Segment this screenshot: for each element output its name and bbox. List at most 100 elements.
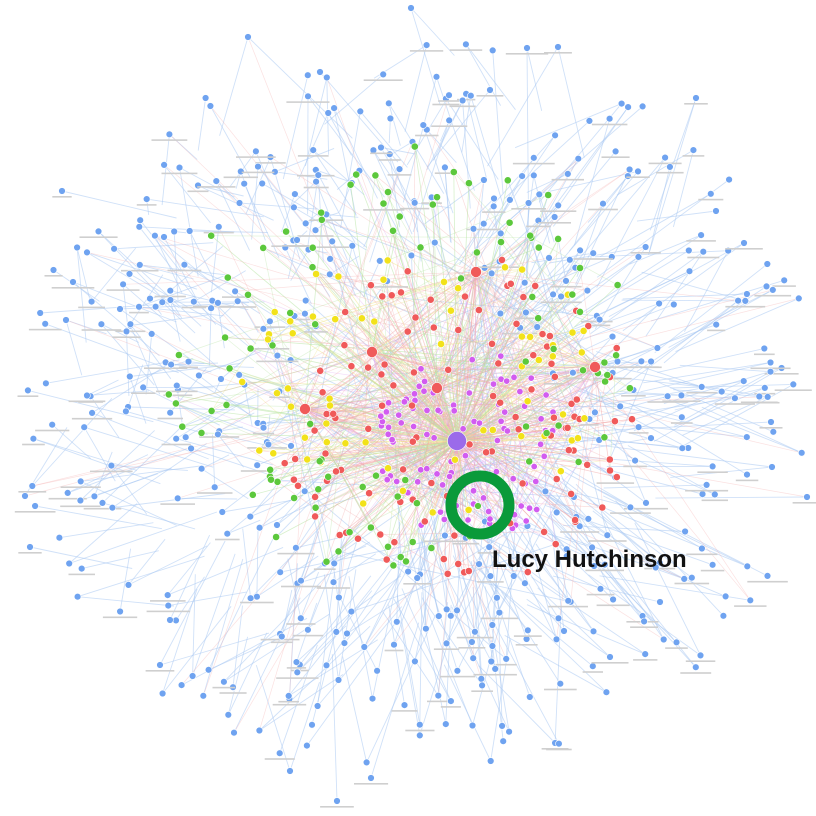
graph-node[interactable] bbox=[385, 423, 393, 431]
graph-node[interactable] bbox=[380, 360, 389, 369]
graph-node[interactable] bbox=[613, 357, 622, 366]
graph-node[interactable] bbox=[441, 531, 449, 540]
graph-node[interactable] bbox=[453, 667, 462, 675]
graph-node[interactable] bbox=[389, 226, 397, 235]
graph-node[interactable] bbox=[214, 299, 222, 307]
graph-node[interactable] bbox=[433, 470, 441, 478]
graph-node[interactable] bbox=[534, 356, 543, 364]
graph-node[interactable] bbox=[397, 288, 405, 297]
graph-node[interactable] bbox=[372, 471, 380, 480]
graph-node[interactable] bbox=[384, 188, 392, 196]
graph-node[interactable] bbox=[489, 392, 497, 400]
graph-node[interactable] bbox=[655, 559, 664, 567]
graph-node[interactable] bbox=[689, 146, 698, 154]
graph-node[interactable] bbox=[326, 401, 334, 410]
graph-node[interactable] bbox=[530, 171, 538, 180]
graph-node[interactable] bbox=[711, 490, 719, 499]
graph-node[interactable] bbox=[285, 692, 293, 700]
graph-node[interactable] bbox=[386, 150, 394, 158]
graph-node[interactable] bbox=[612, 351, 620, 360]
graph-node[interactable] bbox=[527, 385, 536, 394]
graph-node[interactable] bbox=[634, 253, 643, 261]
graph-node[interactable] bbox=[526, 693, 534, 701]
graph-node[interactable] bbox=[766, 368, 775, 376]
graph-node[interactable] bbox=[670, 300, 678, 309]
graph-node[interactable] bbox=[194, 181, 202, 190]
graph-node[interactable] bbox=[740, 239, 748, 247]
graph-node[interactable] bbox=[488, 642, 497, 650]
graph-node[interactable] bbox=[490, 202, 498, 211]
graph-node[interactable] bbox=[266, 465, 275, 474]
graph-node[interactable] bbox=[235, 371, 243, 379]
graph-node[interactable] bbox=[379, 70, 387, 79]
graph-node[interactable] bbox=[574, 457, 583, 466]
graph-node[interactable] bbox=[427, 479, 436, 487]
graph-node[interactable] bbox=[634, 167, 642, 176]
graph-node[interactable] bbox=[631, 456, 639, 465]
graph-node[interactable] bbox=[148, 330, 156, 338]
graph-node[interactable] bbox=[583, 286, 592, 295]
graph-node[interactable] bbox=[88, 409, 96, 417]
graph-node[interactable] bbox=[122, 327, 131, 336]
graph-node[interactable] bbox=[743, 470, 751, 479]
graph-node[interactable] bbox=[521, 579, 529, 587]
graph-node[interactable] bbox=[517, 432, 526, 441]
graph-node[interactable] bbox=[24, 386, 32, 395]
graph-node[interactable] bbox=[386, 114, 395, 123]
graph-node[interactable] bbox=[550, 213, 559, 221]
graph-node[interactable] bbox=[685, 246, 693, 255]
graph-node[interactable] bbox=[626, 384, 634, 393]
graph-node[interactable] bbox=[567, 399, 576, 408]
graph-node[interactable] bbox=[568, 328, 577, 337]
graph-node[interactable] bbox=[522, 308, 530, 317]
graph-node[interactable] bbox=[417, 365, 425, 373]
graph-node[interactable] bbox=[567, 489, 575, 498]
graph-node[interactable] bbox=[436, 508, 444, 516]
graph-node[interactable] bbox=[413, 574, 421, 582]
graph-node[interactable] bbox=[49, 266, 58, 274]
graph-node[interactable] bbox=[31, 502, 39, 510]
graph-node[interactable] bbox=[803, 493, 811, 501]
graph-node[interactable] bbox=[480, 176, 488, 184]
graph-node[interactable] bbox=[276, 568, 284, 576]
graph-node[interactable] bbox=[534, 243, 543, 252]
graph-node[interactable] bbox=[552, 635, 561, 643]
graph-node[interactable] bbox=[238, 377, 247, 386]
graph-node[interactable] bbox=[223, 273, 232, 282]
graph-node[interactable] bbox=[505, 727, 513, 736]
graph-node[interactable] bbox=[659, 635, 668, 644]
graph-node[interactable] bbox=[512, 319, 521, 328]
graph-node[interactable] bbox=[346, 180, 355, 189]
graph-node[interactable] bbox=[329, 578, 338, 586]
graph-node[interactable] bbox=[697, 383, 706, 391]
graph-node[interactable] bbox=[755, 392, 763, 401]
graph-node[interactable] bbox=[768, 463, 776, 471]
graph-node[interactable] bbox=[550, 413, 558, 422]
graph-node[interactable] bbox=[415, 382, 423, 390]
graph-node[interactable] bbox=[289, 475, 298, 484]
graph-node[interactable] bbox=[488, 339, 496, 348]
graph-node[interactable] bbox=[235, 199, 244, 207]
graph-node[interactable] bbox=[697, 231, 705, 239]
graph-node[interactable] bbox=[517, 502, 525, 510]
graph-node[interactable] bbox=[554, 614, 563, 622]
graph-node[interactable] bbox=[348, 242, 356, 250]
graph-node[interactable] bbox=[624, 172, 632, 180]
graph-node[interactable] bbox=[21, 492, 29, 500]
graph-node[interactable] bbox=[273, 389, 281, 398]
graph-node[interactable] bbox=[387, 291, 396, 300]
graph-node[interactable] bbox=[569, 369, 577, 377]
graph-node[interactable] bbox=[523, 568, 532, 576]
graph-node[interactable] bbox=[762, 282, 771, 291]
graph-node[interactable] bbox=[589, 662, 597, 670]
graph-node[interactable] bbox=[527, 374, 535, 382]
graph-node[interactable] bbox=[311, 503, 320, 512]
graph-node[interactable] bbox=[389, 381, 398, 390]
graph-node[interactable] bbox=[429, 323, 438, 332]
graph-node[interactable] bbox=[246, 512, 255, 521]
graph-node[interactable] bbox=[522, 517, 530, 525]
graph-node[interactable] bbox=[681, 527, 689, 536]
graph-node[interactable] bbox=[510, 572, 518, 580]
graph-node[interactable] bbox=[304, 71, 312, 79]
graph-node[interactable] bbox=[292, 658, 301, 666]
